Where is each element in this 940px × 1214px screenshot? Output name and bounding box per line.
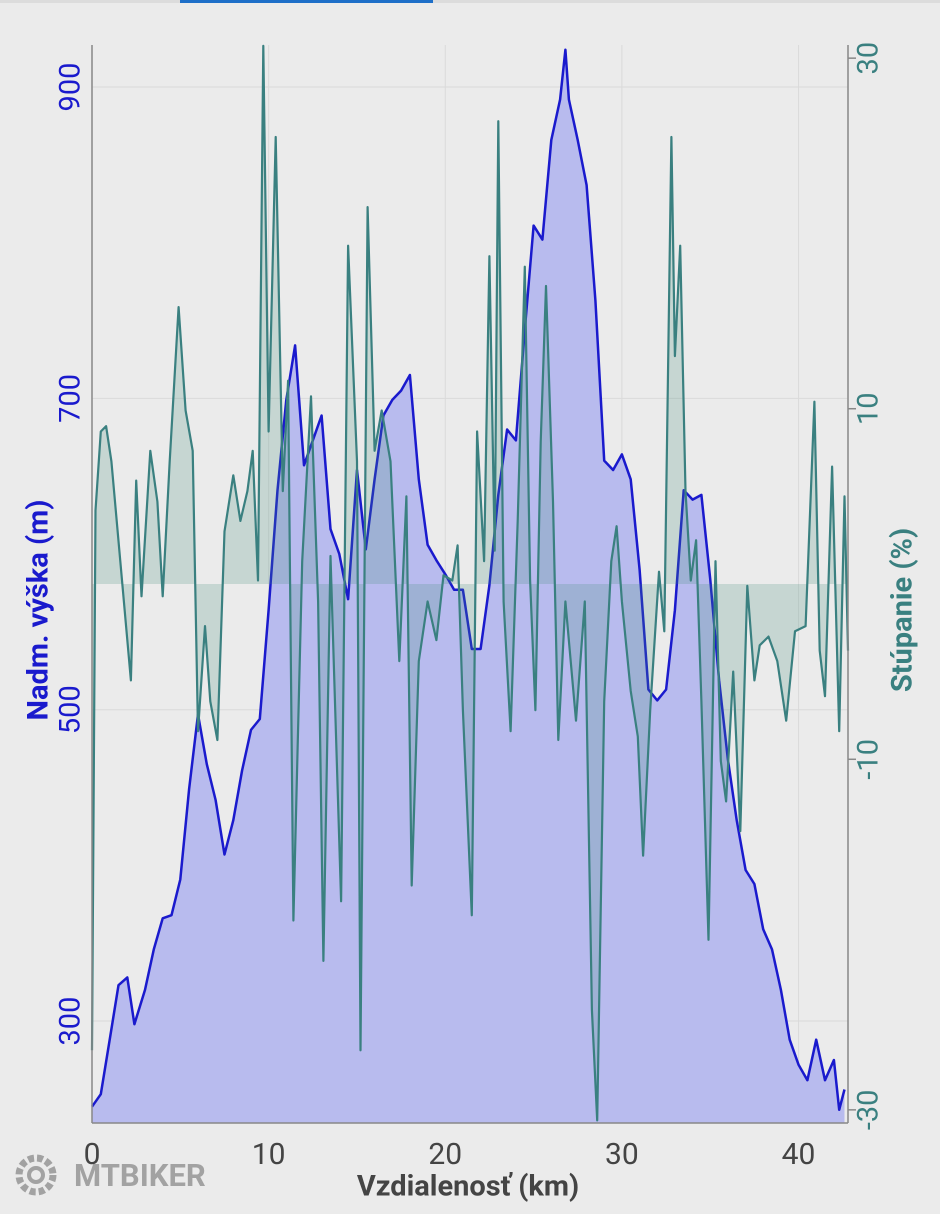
logo-icon	[15, 1154, 57, 1196]
y2-tick-label: 10	[852, 392, 886, 425]
x-axis-title: Vzdialenosť (km)	[357, 1170, 579, 1204]
logo-icon-center	[27, 1166, 45, 1184]
x-tick-label: 40	[782, 1137, 816, 1172]
y-tick-label: 700	[54, 374, 88, 423]
line	[90, 48, 846, 1112]
logo-text: MTBIKER	[74, 1157, 206, 1194]
y-axis-title: Nadm. výška (m)	[22, 500, 56, 721]
line	[90, 44, 850, 1122]
area-fill	[92, 49, 845, 1124]
y-tick-label: 500	[54, 685, 88, 734]
x-tick-label: 20	[428, 1137, 462, 1172]
y2-tick-label: 30	[852, 42, 886, 75]
x-tick-label: 30	[605, 1137, 639, 1172]
y2-tick-label: -30	[852, 1090, 886, 1131]
y-tick-label: 300	[54, 997, 88, 1046]
x-tick-label: 0	[84, 1137, 101, 1172]
logo: MTBIKER	[15, 1154, 206, 1196]
tab-bar	[0, 0, 940, 3]
x-tick-label: 10	[252, 1137, 286, 1172]
y2-axis-title: Stúpanie (%)	[886, 528, 920, 692]
plot-area: 300 500 700 900 0 10 20 30 40 -30 -10 10 30	[54, 42, 886, 1172]
tab-indicator	[180, 0, 433, 3]
y2-tick-label: -10	[852, 739, 886, 780]
y-tick-label: 900	[54, 63, 88, 112]
